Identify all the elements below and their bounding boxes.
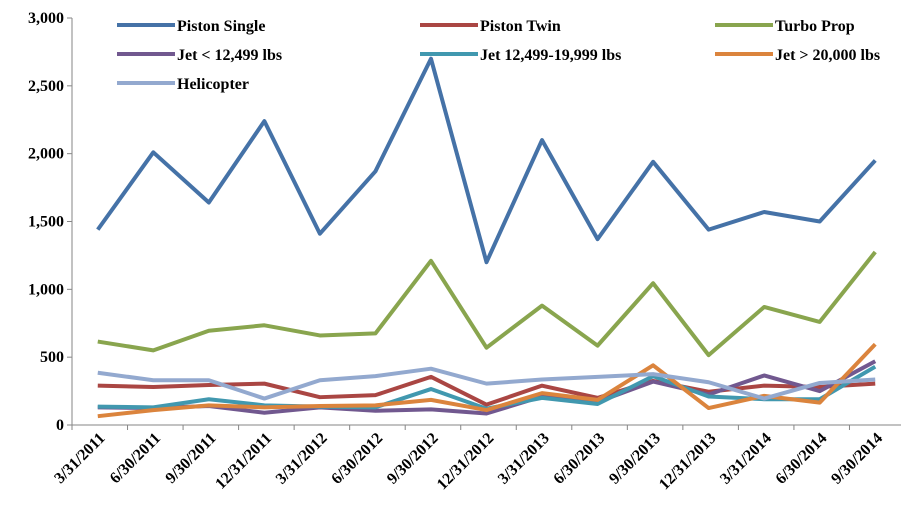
series-line bbox=[97, 366, 876, 401]
legend-label: Jet < 12,499 lbs bbox=[177, 47, 282, 64]
x-tick-label: 12/31/2012 bbox=[434, 430, 498, 494]
legend-label: Helicopter bbox=[177, 76, 249, 93]
series-line bbox=[96, 56, 877, 265]
x-tick-label: 3/31/2013 bbox=[495, 430, 553, 488]
x-tick-label: 9/30/2011 bbox=[162, 430, 219, 487]
y-tick-label: 500 bbox=[40, 349, 64, 366]
legend-label: Jet > 20,000 lbs bbox=[775, 47, 880, 64]
legend-label: Jet 12,499-19,999 lbs bbox=[480, 47, 621, 64]
x-tick-label: 6/30/2014 bbox=[773, 430, 831, 488]
x-tick-label: 3/31/2014 bbox=[717, 430, 775, 488]
series-line bbox=[97, 359, 877, 416]
x-tick-label: 3/31/2011 bbox=[51, 430, 108, 487]
x-tick-label: 6/30/2013 bbox=[550, 430, 608, 488]
x-tick-label: 6/30/2012 bbox=[328, 430, 386, 488]
x-tick-label: 9/30/2012 bbox=[384, 430, 442, 488]
y-tick-label: 0 bbox=[56, 417, 64, 434]
x-tick-label: 9/30/2013 bbox=[606, 430, 664, 488]
y-tick-label: 1,000 bbox=[28, 281, 64, 298]
x-tick-label: 3/31/2012 bbox=[273, 430, 331, 488]
series-line bbox=[97, 250, 877, 358]
y-tick-label: 3,000 bbox=[28, 10, 64, 27]
y-tick-label: 1,500 bbox=[28, 214, 64, 231]
y-tick-label: 2,500 bbox=[28, 78, 64, 95]
legend-label: Turbo Prop bbox=[775, 18, 855, 35]
y-tick-label: 2,000 bbox=[28, 146, 64, 163]
x-tick-label: 6/30/2011 bbox=[107, 430, 164, 487]
x-tick-label: 9/30/2014 bbox=[828, 430, 886, 488]
legend-label: Piston Twin bbox=[480, 18, 561, 35]
x-tick-label: 12/31/2011 bbox=[212, 430, 275, 493]
x-tick-label: 12/31/2013 bbox=[656, 430, 720, 494]
legend-label: Piston Single bbox=[177, 18, 265, 35]
series-line bbox=[97, 342, 877, 419]
